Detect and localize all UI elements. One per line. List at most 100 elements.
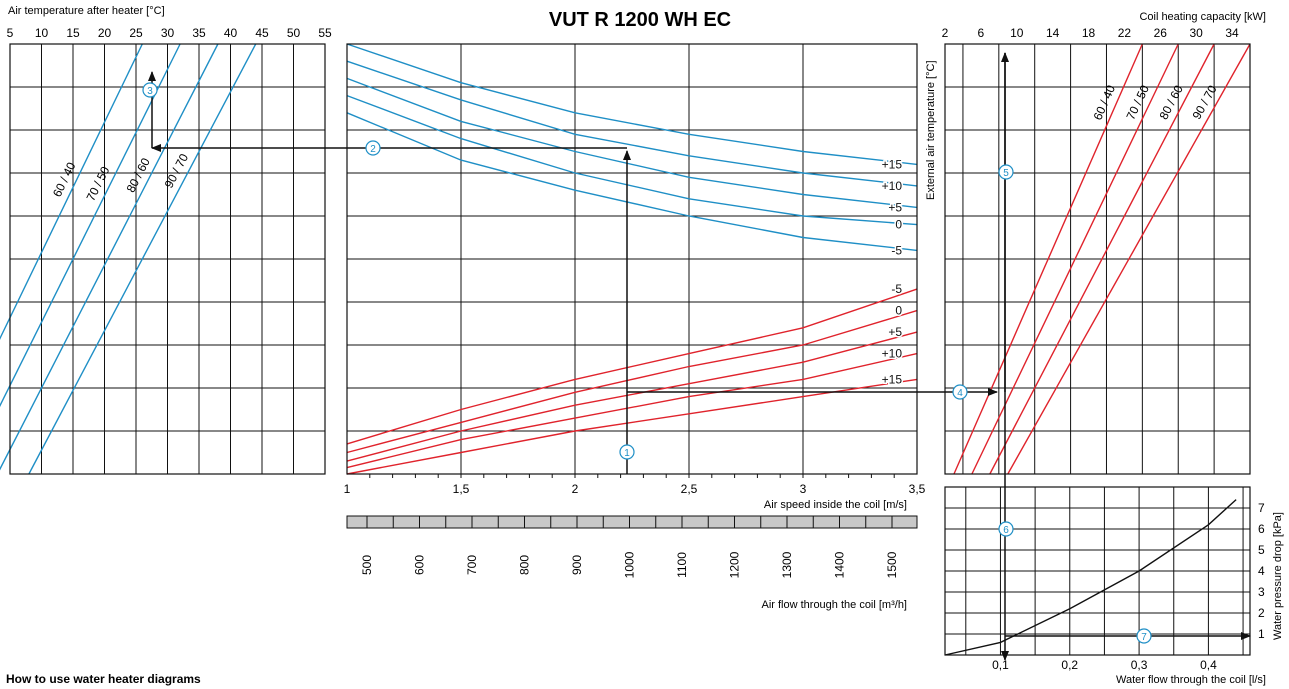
right-bottom-y-tick-label: 1	[1258, 627, 1265, 641]
center-series-label: +5	[888, 200, 902, 214]
right-bottom-y-tick-label: 5	[1258, 543, 1265, 557]
left-tick-label: 30	[161, 26, 175, 40]
step-number: 1	[624, 448, 630, 459]
center-tick-label: 1	[344, 482, 351, 496]
airflow-tick-label: 800	[518, 555, 532, 575]
right-top-tick-label: 18	[1082, 26, 1096, 40]
right-bottom-y-tick-label: 6	[1258, 522, 1265, 536]
airflow-tick-label: 700	[465, 555, 479, 575]
step-number: 5	[1003, 168, 1009, 179]
left-series-label: 70 / 50	[84, 164, 113, 203]
step-marker: 4	[952, 384, 968, 400]
center-series-line	[346, 112, 918, 252]
right-bottom-y-tick-label: 7	[1258, 501, 1265, 515]
right-bottom-ylabel: Water pressure drop [kPa]	[1272, 512, 1284, 640]
right-bottom-frame	[944, 486, 1251, 656]
left-panel-frame	[9, 43, 326, 475]
left-tick-label: 50	[287, 26, 301, 40]
right-top-xlabel: Coil heating capacity [kW]	[1139, 11, 1266, 23]
center-panel: +15 +10 +5 0 -5 -5 0 +5 +10 +15 1 1,5 2 2,5 3 3,5 Air …	[344, 43, 937, 611]
step-marker: 7	[1136, 628, 1152, 644]
step-number: 3	[147, 86, 153, 97]
left-tick-label: 25	[129, 26, 143, 40]
center-panel-frame	[346, 43, 918, 475]
left-series-line	[0, 43, 143, 340]
center-series-line	[346, 352, 918, 469]
example-path	[148, 52, 1251, 661]
center-tick-label: 2	[572, 482, 579, 496]
step-marker: 1	[619, 444, 635, 460]
center-tick-label: 1,5	[453, 482, 470, 496]
left-series-label: 80 / 60	[124, 155, 153, 194]
step-circle	[1136, 628, 1152, 644]
left-panel-xlabel: Air temperature after heater [°C]	[8, 5, 165, 17]
right-bottom-x-tick-label: 0,3	[1131, 658, 1148, 672]
right-top-tick-label: 10	[1010, 26, 1024, 40]
center-tick-label: 3	[800, 482, 807, 496]
center-series-line	[346, 309, 918, 454]
right-top-series-label: 80 / 60	[1156, 83, 1186, 122]
right-top-tick-label: 22	[1118, 26, 1132, 40]
center-series-line	[346, 77, 918, 209]
center-series-label: +15	[882, 157, 903, 171]
step-number: 7	[1141, 632, 1147, 643]
left-series-label: 60 / 40	[50, 160, 79, 199]
right-bottom-y-tick-label: 2	[1258, 606, 1265, 620]
left-tick-label: 10	[35, 26, 49, 40]
airflow-scale-band	[346, 515, 918, 529]
right-top-panel: Coil heating capacity [kW] 2 6 10 14 18 22 26 3…	[942, 11, 1266, 475]
center-tick-label: 3,5	[909, 482, 926, 496]
left-tick-label: 55	[318, 26, 332, 40]
right-top-tick-label: 26	[1154, 26, 1168, 40]
center-series-label: -5	[891, 243, 902, 257]
airflow-tick-label: 1500	[885, 551, 899, 578]
airflow-axis-label: Air flow through the coil [m³/h]	[761, 599, 907, 611]
step-circle	[619, 444, 635, 460]
left-series-line	[0, 43, 219, 471]
center-series-label: +10	[882, 347, 903, 361]
left-tick-label: 40	[224, 26, 238, 40]
airflow-tick-label: 1300	[780, 551, 794, 578]
left-series-label: 90 / 70	[162, 151, 192, 190]
left-tick-label: 45	[255, 26, 269, 40]
right-top-tick-label: 30	[1189, 26, 1203, 40]
left-tick-label: 5	[7, 26, 14, 40]
right-top-series-line	[989, 43, 1215, 475]
right-top-series-label: 90 / 70	[1190, 83, 1220, 122]
right-top-tick-label: 2	[942, 26, 949, 40]
right-top-tick-label: 6	[978, 26, 985, 40]
right-bottom-y-tick-label: 3	[1258, 585, 1265, 599]
center-series-line	[346, 288, 918, 445]
step-circle	[952, 384, 968, 400]
step-circle	[142, 82, 158, 98]
center-series-label: +10	[882, 179, 903, 193]
left-series-line	[0, 43, 181, 408]
center-series-line	[346, 43, 918, 166]
center-series-line	[346, 94, 918, 226]
right-top-series-line	[953, 43, 1143, 475]
airflow-tick-label: 500	[360, 555, 374, 575]
page-title: VUT R 1200 WH EC	[549, 9, 731, 31]
right-bottom-y-tick-label: 4	[1258, 564, 1265, 578]
step-marker: 3	[142, 82, 158, 98]
step-marker: 2	[365, 140, 381, 156]
airflow-tick-label: 600	[413, 555, 427, 575]
left-tick-label: 15	[66, 26, 80, 40]
left-series-line	[28, 43, 257, 475]
left-panel: Air temperature after heater [°C] 5 10 15 2…	[0, 5, 332, 475]
right-bottom-x-tick-label: 0,2	[1061, 658, 1078, 672]
center-tick-label: 2,5	[681, 482, 698, 496]
left-tick-label: 35	[192, 26, 206, 40]
right-bottom-x-tick-label: 0,4	[1200, 658, 1217, 672]
airflow-tick-label: 1000	[623, 551, 637, 578]
right-top-series-label: 60 / 40	[1091, 83, 1119, 123]
center-series-line	[346, 331, 918, 462]
center-series-label: +5	[888, 325, 902, 339]
left-tick-label: 20	[98, 26, 112, 40]
right-top-series-line	[1007, 43, 1251, 475]
center-panel-xlabel: Air speed inside the coil [m/s]	[764, 499, 907, 511]
step-number: 4	[957, 388, 963, 399]
right-top-tick-label: 34	[1225, 26, 1239, 40]
footer-title: How to use water heater diagrams	[6, 672, 201, 686]
